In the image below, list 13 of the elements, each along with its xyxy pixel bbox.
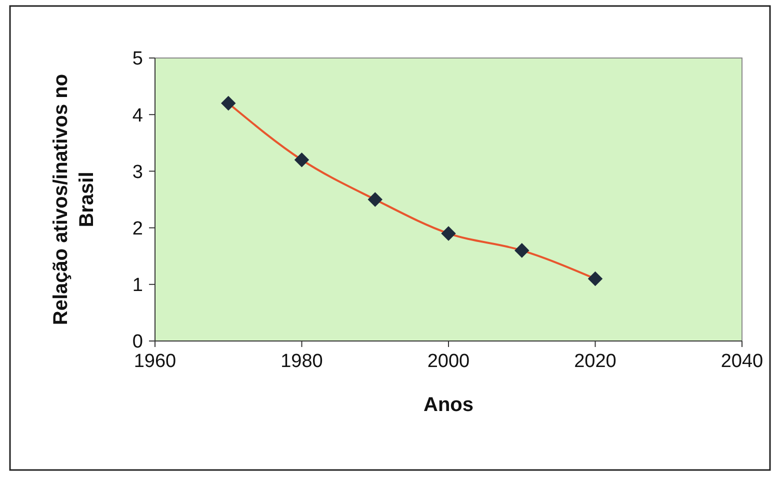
x-tick-label: 2000 <box>427 351 470 372</box>
y-tick-label: 3 <box>132 162 143 183</box>
y-tick-label: 0 <box>132 332 143 353</box>
x-tick-label: 2040 <box>720 351 764 372</box>
x-tick-label: 1980 <box>280 351 323 372</box>
y-tick-label: 1 <box>132 275 143 296</box>
x-tick-label: 2020 <box>574 351 616 372</box>
y-tick-label: 5 <box>132 48 143 70</box>
x-tick-label: 1960 <box>134 351 176 372</box>
y-axis-title: Relação ativos/inativos no Brasil <box>50 74 98 326</box>
y-tick-label: 2 <box>132 218 143 240</box>
x-axis-title: Anos <box>424 394 474 416</box>
y-tick-label: 4 <box>132 105 144 126</box>
